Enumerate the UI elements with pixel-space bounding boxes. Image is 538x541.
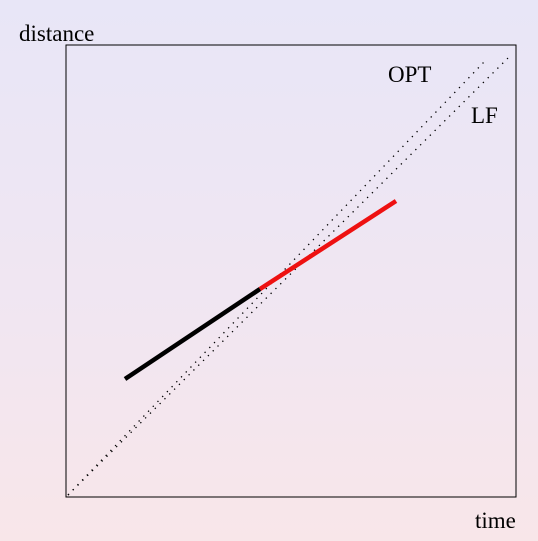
opt-label: OPT [388,62,431,87]
y-axis-label: distance [19,21,94,46]
plot-frame [65,44,517,498]
x-axis-label: time [475,508,516,533]
red-segment [258,199,398,291]
black-segment [123,287,262,381]
lf-dotted-line [67,57,509,496]
lf-label: LF [471,103,498,128]
